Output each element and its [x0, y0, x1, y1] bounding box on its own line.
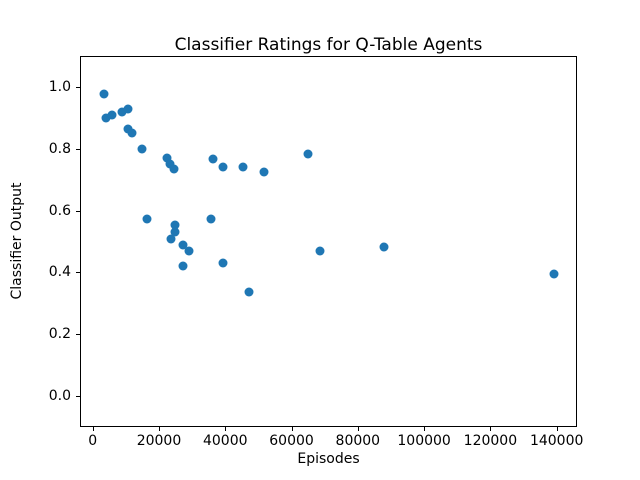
scatter-point	[169, 164, 179, 174]
scatter-point	[178, 261, 188, 271]
scatter-point	[101, 113, 111, 123]
x-tick-label: 20000	[136, 433, 182, 449]
x-tick-label: 120000	[463, 433, 518, 449]
scatter-point	[99, 89, 109, 99]
plot-area	[80, 56, 577, 427]
x-tick-label: 40000	[202, 433, 248, 449]
y-tick-label: 0.6	[48, 202, 71, 219]
x-tick-mark	[556, 427, 558, 431]
scatter-point	[127, 128, 137, 138]
scatter-point	[549, 269, 559, 279]
x-tick-mark	[357, 427, 359, 431]
scatter-point	[218, 162, 228, 172]
x-tick-label: 140000	[529, 433, 584, 449]
y-tick-label: 0.8	[48, 141, 71, 158]
y-axis-label: Classifier Output	[9, 182, 25, 300]
x-tick-mark	[92, 427, 94, 431]
y-tick-label: 1.0	[48, 79, 71, 96]
scatter-point	[259, 167, 269, 177]
scatter-point	[107, 110, 117, 120]
scatter-point	[244, 287, 254, 297]
scatter-point	[170, 227, 180, 237]
y-tick-mark	[76, 149, 80, 151]
y-tick-label: 0.4	[48, 264, 71, 281]
y-tick-label: 0.0	[48, 387, 71, 404]
scatter-point	[178, 240, 188, 250]
y-tick-mark	[76, 272, 80, 274]
x-tick-mark	[424, 427, 426, 431]
scatter-point	[303, 149, 313, 159]
x-tick-mark	[158, 427, 160, 431]
scatter-point	[162, 153, 172, 163]
scatter-point	[170, 220, 180, 230]
x-tick-mark	[225, 427, 227, 431]
y-tick-label: 0.2	[48, 325, 71, 342]
x-tick-label: 60000	[269, 433, 314, 449]
x-tick-label: 80000	[335, 433, 381, 449]
scatter-point	[166, 234, 176, 244]
scatter-point	[142, 214, 152, 224]
scatter-point	[165, 159, 175, 169]
x-tick-label: 0	[88, 433, 98, 449]
scatter-point	[206, 214, 216, 224]
y-tick-mark	[76, 395, 80, 397]
y-tick-mark	[76, 87, 80, 89]
scatter-point	[379, 242, 389, 252]
scatter-point	[238, 162, 248, 172]
x-tick-mark	[490, 427, 492, 431]
x-tick-mark	[291, 427, 293, 431]
scatter-point	[117, 107, 127, 117]
scatter-point	[315, 246, 325, 256]
chart-title: Classifier Ratings for Q-Table Agents	[174, 35, 483, 55]
scatter-point	[123, 104, 133, 114]
x-tick-label: 100000	[397, 433, 451, 449]
scatter-point	[208, 154, 218, 164]
y-tick-mark	[76, 210, 80, 212]
scatter-point	[137, 144, 147, 154]
scatter-point	[218, 258, 228, 268]
scatter-point	[184, 246, 194, 256]
x-axis-label: Episodes	[297, 451, 360, 467]
y-tick-mark	[76, 333, 80, 335]
